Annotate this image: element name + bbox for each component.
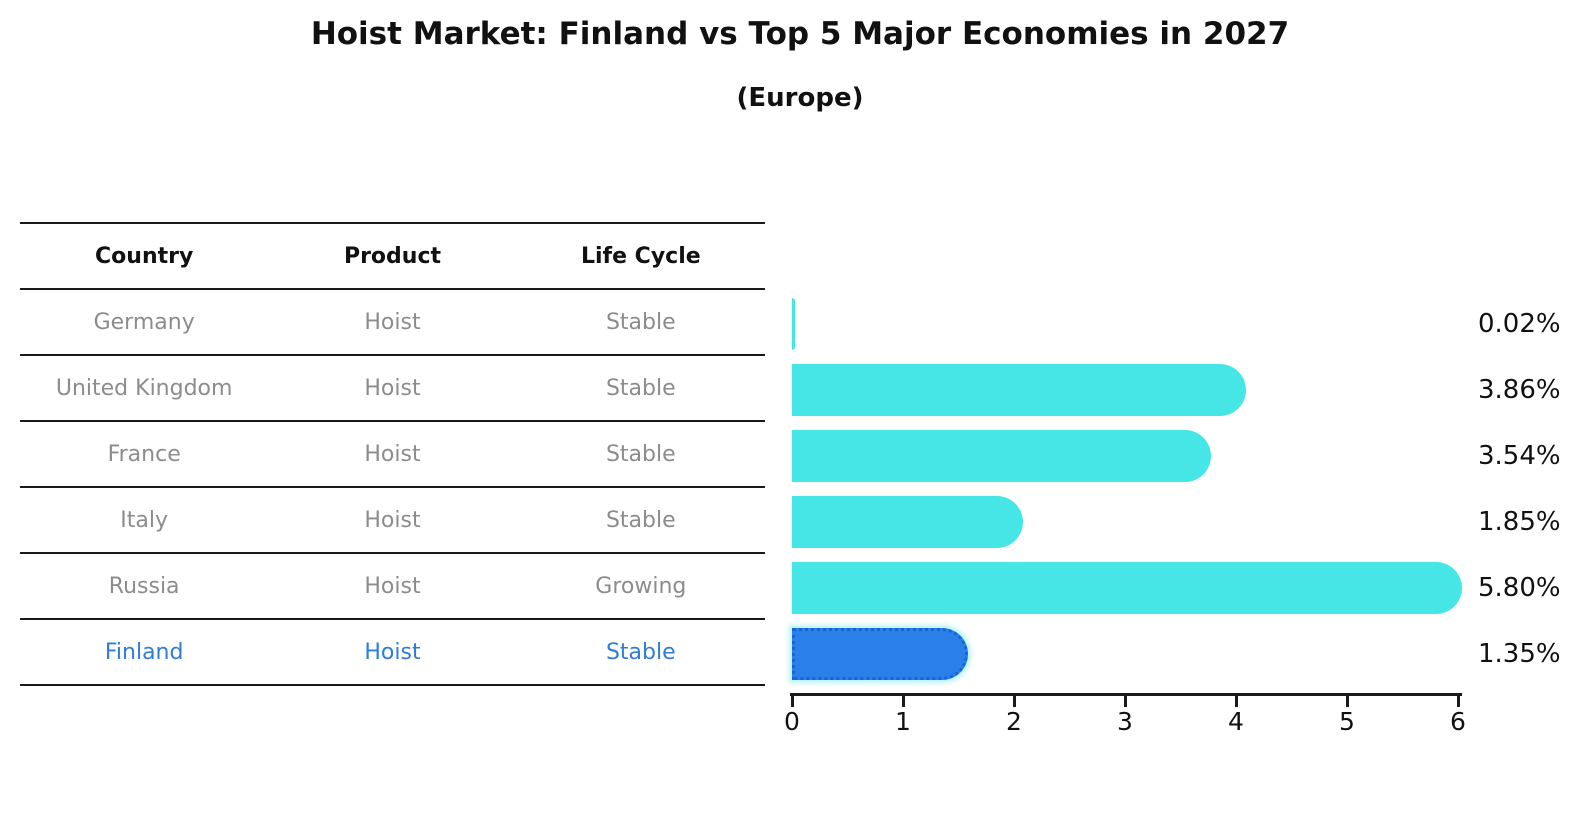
x-axis-line [790,693,1462,696]
bar-finland [792,628,968,680]
x-tick-label: 1 [895,707,911,736]
value-label: 0.02% [1478,309,1561,339]
x-tick-mark [1235,696,1238,707]
table-cell-product: Hoist [364,441,421,467]
x-tick-mark [902,696,905,707]
value-label: 1.85% [1478,507,1561,537]
country-table: Country Product Life Cycle Germany Hoist S… [20,222,765,686]
bar-row [792,621,1492,687]
table-row: Russia Hoist Growing [20,552,765,618]
table-row: France Hoist Stable [20,420,765,486]
table-cell-country: Italy [120,507,169,533]
x-tick-mark [791,696,794,707]
x-tick-mark [1124,696,1127,707]
table-body: Germany Hoist Stable United Kingdom Hoist Sta… [20,288,765,684]
table-cell-product: Hoist [364,573,421,599]
table-header-row: Country Product Life Cycle [20,222,765,288]
bar-row [792,291,1492,357]
bar-united-kingdom [792,364,1247,416]
bar-row [792,357,1492,423]
value-label: 3.54% [1478,441,1561,471]
table-header-lifecycle: Life Cycle [580,243,701,269]
x-tick-label: 2 [1006,707,1022,736]
bar-row [792,555,1492,621]
table-cell-life-cycle: Growing [595,573,687,599]
x-tick-label: 0 [784,707,800,736]
chart-subtitle: (Europe) [736,83,864,113]
chart-title: Hoist Market: Finland vs Top 5 Major Eco… [310,16,1290,52]
table-cell-life-cycle: Stable [605,375,676,401]
value-label: 3.86% [1478,375,1561,405]
table-cell-country: Finland [104,639,184,665]
bar-france [792,430,1211,482]
table-cell-life-cycle: Stable [605,507,676,533]
bar-row [792,489,1492,555]
value-label: 1.35% [1478,639,1561,669]
bar-germany [792,298,795,350]
x-tick-label: 3 [1117,707,1133,736]
table-row: Finland Hoist Stable [20,618,765,684]
table-cell-product: Hoist [364,507,421,533]
table-cell-product: Hoist [364,309,421,335]
bar-russia [792,562,1462,614]
table-header-country: Country [95,243,194,269]
x-tick-mark [1457,696,1460,707]
bar-chart-area [792,291,1492,687]
x-tick-label: 6 [1450,707,1466,736]
x-tick-label: 4 [1228,707,1244,736]
bar-italy [792,496,1024,548]
table-cell-product: Hoist [364,375,421,401]
table-cell-product: Hoist [364,639,421,665]
x-tick-mark [1013,696,1016,707]
table-cell-life-cycle: Stable [605,309,676,335]
table-row: Germany Hoist Stable [20,288,765,354]
x-tick-mark [1346,696,1349,707]
table-header-product: Product [343,243,442,269]
table-row: Italy Hoist Stable [20,486,765,552]
table-row: United Kingdom Hoist Stable [20,354,765,420]
table-cell-life-cycle: Stable [605,441,676,467]
value-label: 5.80% [1478,573,1561,603]
table-cell-country: Germany [93,309,195,335]
table-cell-country: United Kingdom [55,375,233,401]
bar-row [792,423,1492,489]
table-cell-country: France [107,441,181,467]
x-tick-label: 5 [1339,707,1355,736]
table-cell-life-cycle: Stable [605,639,676,665]
table-cell-country: Russia [108,573,180,599]
